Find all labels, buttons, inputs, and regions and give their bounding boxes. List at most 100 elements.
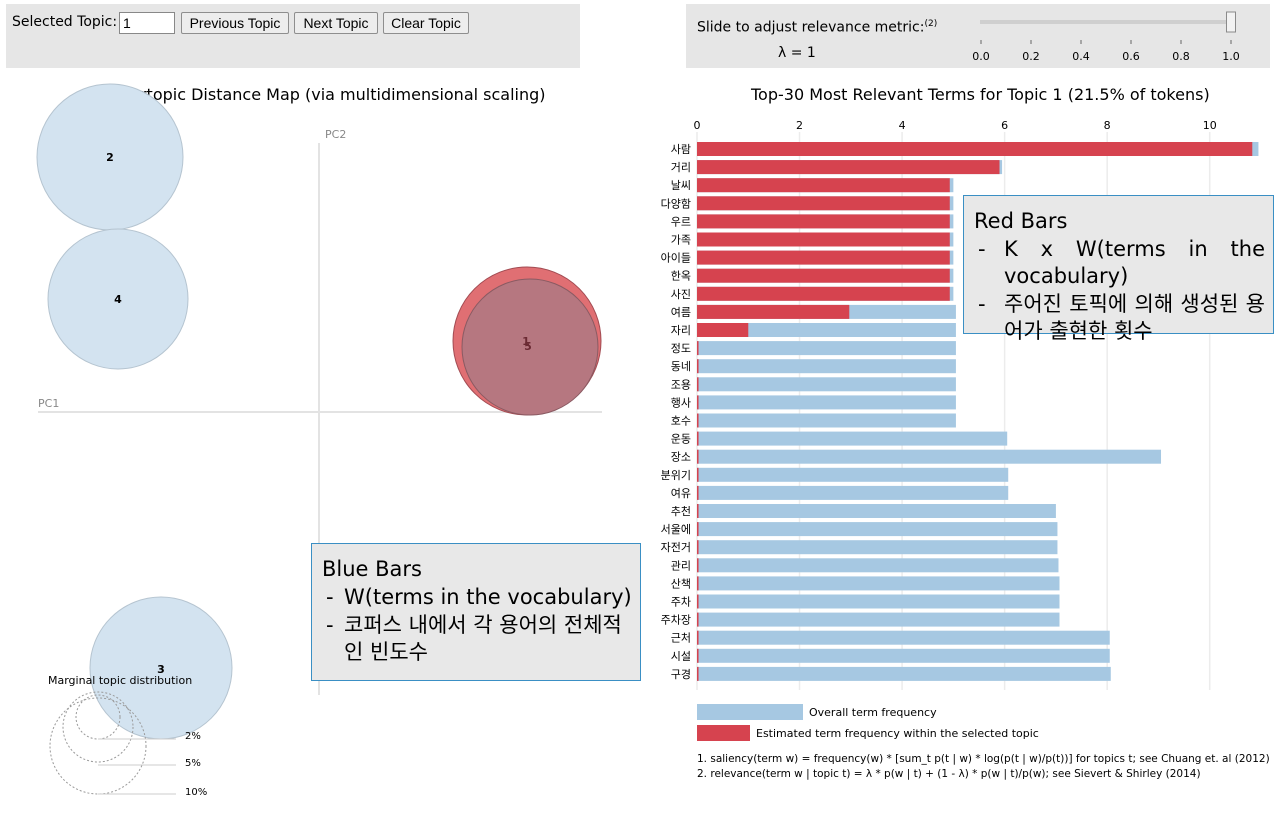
- topic-circle-4[interactable]: [47, 228, 189, 370]
- term-label[interactable]: 여름: [671, 306, 691, 319]
- bar-estimated[interactable]: [697, 540, 699, 555]
- bar-estimated[interactable]: [697, 359, 699, 374]
- bar-estimated[interactable]: [697, 522, 699, 537]
- red-bars-title: Red Bars: [974, 209, 1068, 233]
- term-label[interactable]: 조용: [671, 378, 691, 391]
- bar-overall[interactable]: [697, 413, 956, 428]
- term-label[interactable]: 여유: [671, 487, 691, 500]
- term-label[interactable]: 정도: [671, 342, 691, 355]
- term-label[interactable]: 구경: [671, 668, 691, 681]
- bar-estimated[interactable]: [697, 377, 699, 392]
- bar-estimated[interactable]: [697, 142, 1253, 156]
- bar-overall[interactable]: [697, 449, 1162, 464]
- term-label[interactable]: 근처: [671, 632, 691, 645]
- bar-overall[interactable]: [697, 612, 1060, 627]
- clear-topic-button[interactable]: Clear Topic: [383, 12, 469, 34]
- lambda-slider[interactable]: 0.0 0.2 0.4 0.6 0.8 1.0: [686, 4, 1270, 68]
- lambda-slider-thumb[interactable]: [1226, 11, 1236, 33]
- term-label[interactable]: 사진: [671, 288, 691, 301]
- lambda-slider-ticks: 0.0 0.2 0.4 0.6 0.8 1.0: [972, 40, 1240, 63]
- term-label[interactable]: 분위기: [661, 469, 691, 482]
- bar-overall[interactable]: [697, 666, 1111, 681]
- term-label[interactable]: 거리: [671, 161, 691, 174]
- topic-label-2: 2: [106, 151, 114, 164]
- blue-bars-item: 코퍼스 내에서 각 용어의 전체적인 빈도수: [322, 612, 632, 666]
- term-label[interactable]: 가족: [671, 234, 691, 247]
- term-label[interactable]: 서울에: [661, 523, 691, 536]
- bar-estimated[interactable]: [697, 467, 699, 482]
- lambda-tick-label: 0.8: [1172, 50, 1190, 63]
- bar-overall[interactable]: [697, 504, 1056, 518]
- term-label[interactable]: 행사: [671, 396, 691, 409]
- bar-estimated[interactable]: [697, 558, 699, 573]
- term-label[interactable]: 관리: [671, 559, 691, 572]
- bar-estimated[interactable]: [697, 160, 1000, 175]
- bar-overall[interactable]: [697, 648, 1110, 663]
- bar-estimated[interactable]: [697, 504, 699, 518]
- bar-overall[interactable]: [697, 485, 1009, 500]
- term-label[interactable]: 추천: [671, 504, 691, 518]
- bar-overall[interactable]: [697, 467, 1009, 482]
- bar-overall[interactable]: [697, 323, 956, 337]
- bar-estimated[interactable]: [697, 431, 699, 446]
- bar-estimated[interactable]: [697, 485, 699, 500]
- bar-estimated[interactable]: [697, 612, 699, 627]
- previous-topic-button[interactable]: Previous Topic: [181, 12, 289, 34]
- bar-overall[interactable]: [697, 522, 1058, 537]
- bar-overall[interactable]: [697, 359, 956, 374]
- term-label[interactable]: 주차: [671, 596, 691, 609]
- bar-overall[interactable]: [697, 341, 956, 356]
- bar-estimated[interactable]: [697, 268, 950, 283]
- bar-estimated[interactable]: [697, 413, 699, 428]
- bar-estimated[interactable]: [697, 214, 950, 229]
- term-label[interactable]: 운동: [671, 433, 691, 446]
- term-label[interactable]: 호수: [671, 415, 691, 428]
- bar-overall[interactable]: [697, 630, 1110, 645]
- term-label[interactable]: 다양함: [661, 197, 691, 210]
- term-label[interactable]: 우르: [671, 215, 691, 228]
- term-label[interactable]: 자리: [671, 324, 691, 337]
- term-label[interactable]: 자전거: [661, 541, 691, 554]
- bar-estimated[interactable]: [697, 648, 699, 663]
- bar-overall[interactable]: [697, 558, 1059, 573]
- term-label[interactable]: 사람: [671, 143, 691, 156]
- bar-chart-title: Top-30 Most Relevant Terms for Topic 1 (…: [751, 85, 1210, 104]
- term-label[interactable]: 한옥: [671, 270, 691, 283]
- term-label[interactable]: 산책: [671, 577, 691, 590]
- bar-estimated[interactable]: [697, 250, 950, 265]
- bar-estimated[interactable]: [697, 304, 850, 319]
- bar-overall[interactable]: [697, 540, 1058, 555]
- bar-estimated[interactable]: [697, 395, 699, 410]
- term-label[interactable]: 아이들: [661, 252, 691, 265]
- bar-overall[interactable]: [697, 431, 1008, 446]
- red-bars-annotation: Red Bars K x W(terms in the vocabulary) …: [963, 195, 1274, 343]
- lambda-label-footnote: (2): [924, 19, 938, 29]
- selected-topic-input[interactable]: 1: [119, 12, 175, 34]
- bar-estimated[interactable]: [697, 341, 699, 356]
- next-topic-button[interactable]: Next Topic: [294, 12, 378, 34]
- bar-estimated[interactable]: [697, 594, 699, 609]
- bar-overall[interactable]: [697, 395, 956, 410]
- bar-estimated[interactable]: [697, 576, 699, 591]
- term-label[interactable]: 주차장: [661, 614, 691, 627]
- bar-estimated[interactable]: [697, 196, 950, 211]
- term-label[interactable]: 동네: [671, 360, 691, 373]
- topic-label-1: 1: [522, 335, 530, 348]
- bar-overall[interactable]: [697, 377, 956, 392]
- bar-estimated[interactable]: [697, 449, 699, 464]
- bar-estimated[interactable]: [697, 232, 950, 247]
- bar-estimated[interactable]: [697, 323, 749, 337]
- bar-overall[interactable]: [697, 594, 1060, 609]
- bar-estimated[interactable]: [697, 666, 699, 681]
- bar-overall[interactable]: [697, 576, 1060, 591]
- bar-estimated[interactable]: [697, 286, 950, 301]
- topic-control-panel: Selected Topic: 1 Previous Topic Next To…: [6, 4, 580, 68]
- bar-estimated[interactable]: [697, 630, 699, 645]
- marginal-level-5: 5%: [185, 758, 201, 769]
- bar-legend: Overall term frequency Estimated term fr…: [697, 704, 1039, 741]
- term-label[interactable]: 장소: [671, 451, 691, 464]
- term-label[interactable]: 시설: [671, 650, 691, 663]
- term-label[interactable]: 날씨: [671, 179, 691, 192]
- bar-estimated[interactable]: [697, 178, 950, 193]
- topic-circle-5[interactable]: [461, 278, 599, 416]
